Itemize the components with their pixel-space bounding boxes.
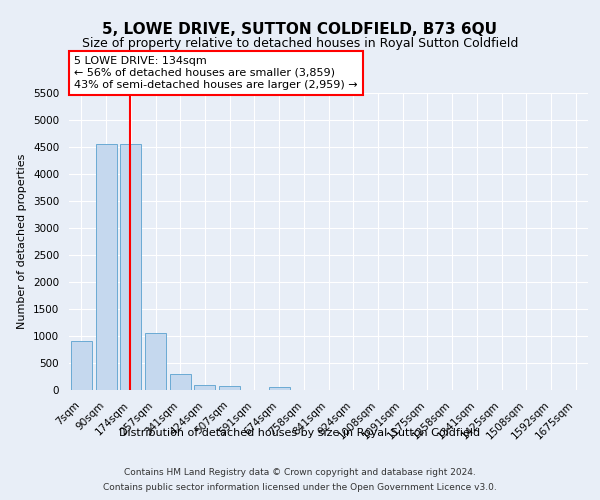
Bar	[219, 386, 240, 390]
Text: 5 LOWE DRIVE: 134sqm
← 56% of detached houses are smaller (3,859)
43% of semi-de: 5 LOWE DRIVE: 134sqm ← 56% of detached h…	[74, 56, 358, 90]
Text: Contains HM Land Registry data © Crown copyright and database right 2024.: Contains HM Land Registry data © Crown c…	[124, 468, 476, 477]
Bar	[120, 144, 141, 390]
Text: Size of property relative to detached houses in Royal Sutton Coldfield: Size of property relative to detached ho…	[82, 38, 518, 51]
Bar	[95, 144, 116, 390]
Y-axis label: Number of detached properties: Number of detached properties	[17, 154, 28, 329]
Bar	[71, 342, 92, 390]
Text: 5, LOWE DRIVE, SUTTON COLDFIELD, B73 6QU: 5, LOWE DRIVE, SUTTON COLDFIELD, B73 6QU	[103, 22, 497, 38]
Text: Contains public sector information licensed under the Open Government Licence v3: Contains public sector information licen…	[103, 483, 497, 492]
Bar	[194, 385, 215, 390]
Text: Distribution of detached houses by size in Royal Sutton Coldfield: Distribution of detached houses by size …	[119, 428, 481, 438]
Bar	[145, 333, 166, 390]
Bar	[170, 374, 191, 390]
Bar	[269, 388, 290, 390]
